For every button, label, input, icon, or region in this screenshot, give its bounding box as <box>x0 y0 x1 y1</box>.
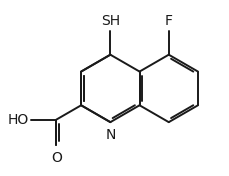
Text: N: N <box>105 128 116 142</box>
Text: F: F <box>165 14 173 28</box>
Text: SH: SH <box>101 14 120 28</box>
Text: O: O <box>51 151 62 165</box>
Text: HO: HO <box>8 113 29 127</box>
